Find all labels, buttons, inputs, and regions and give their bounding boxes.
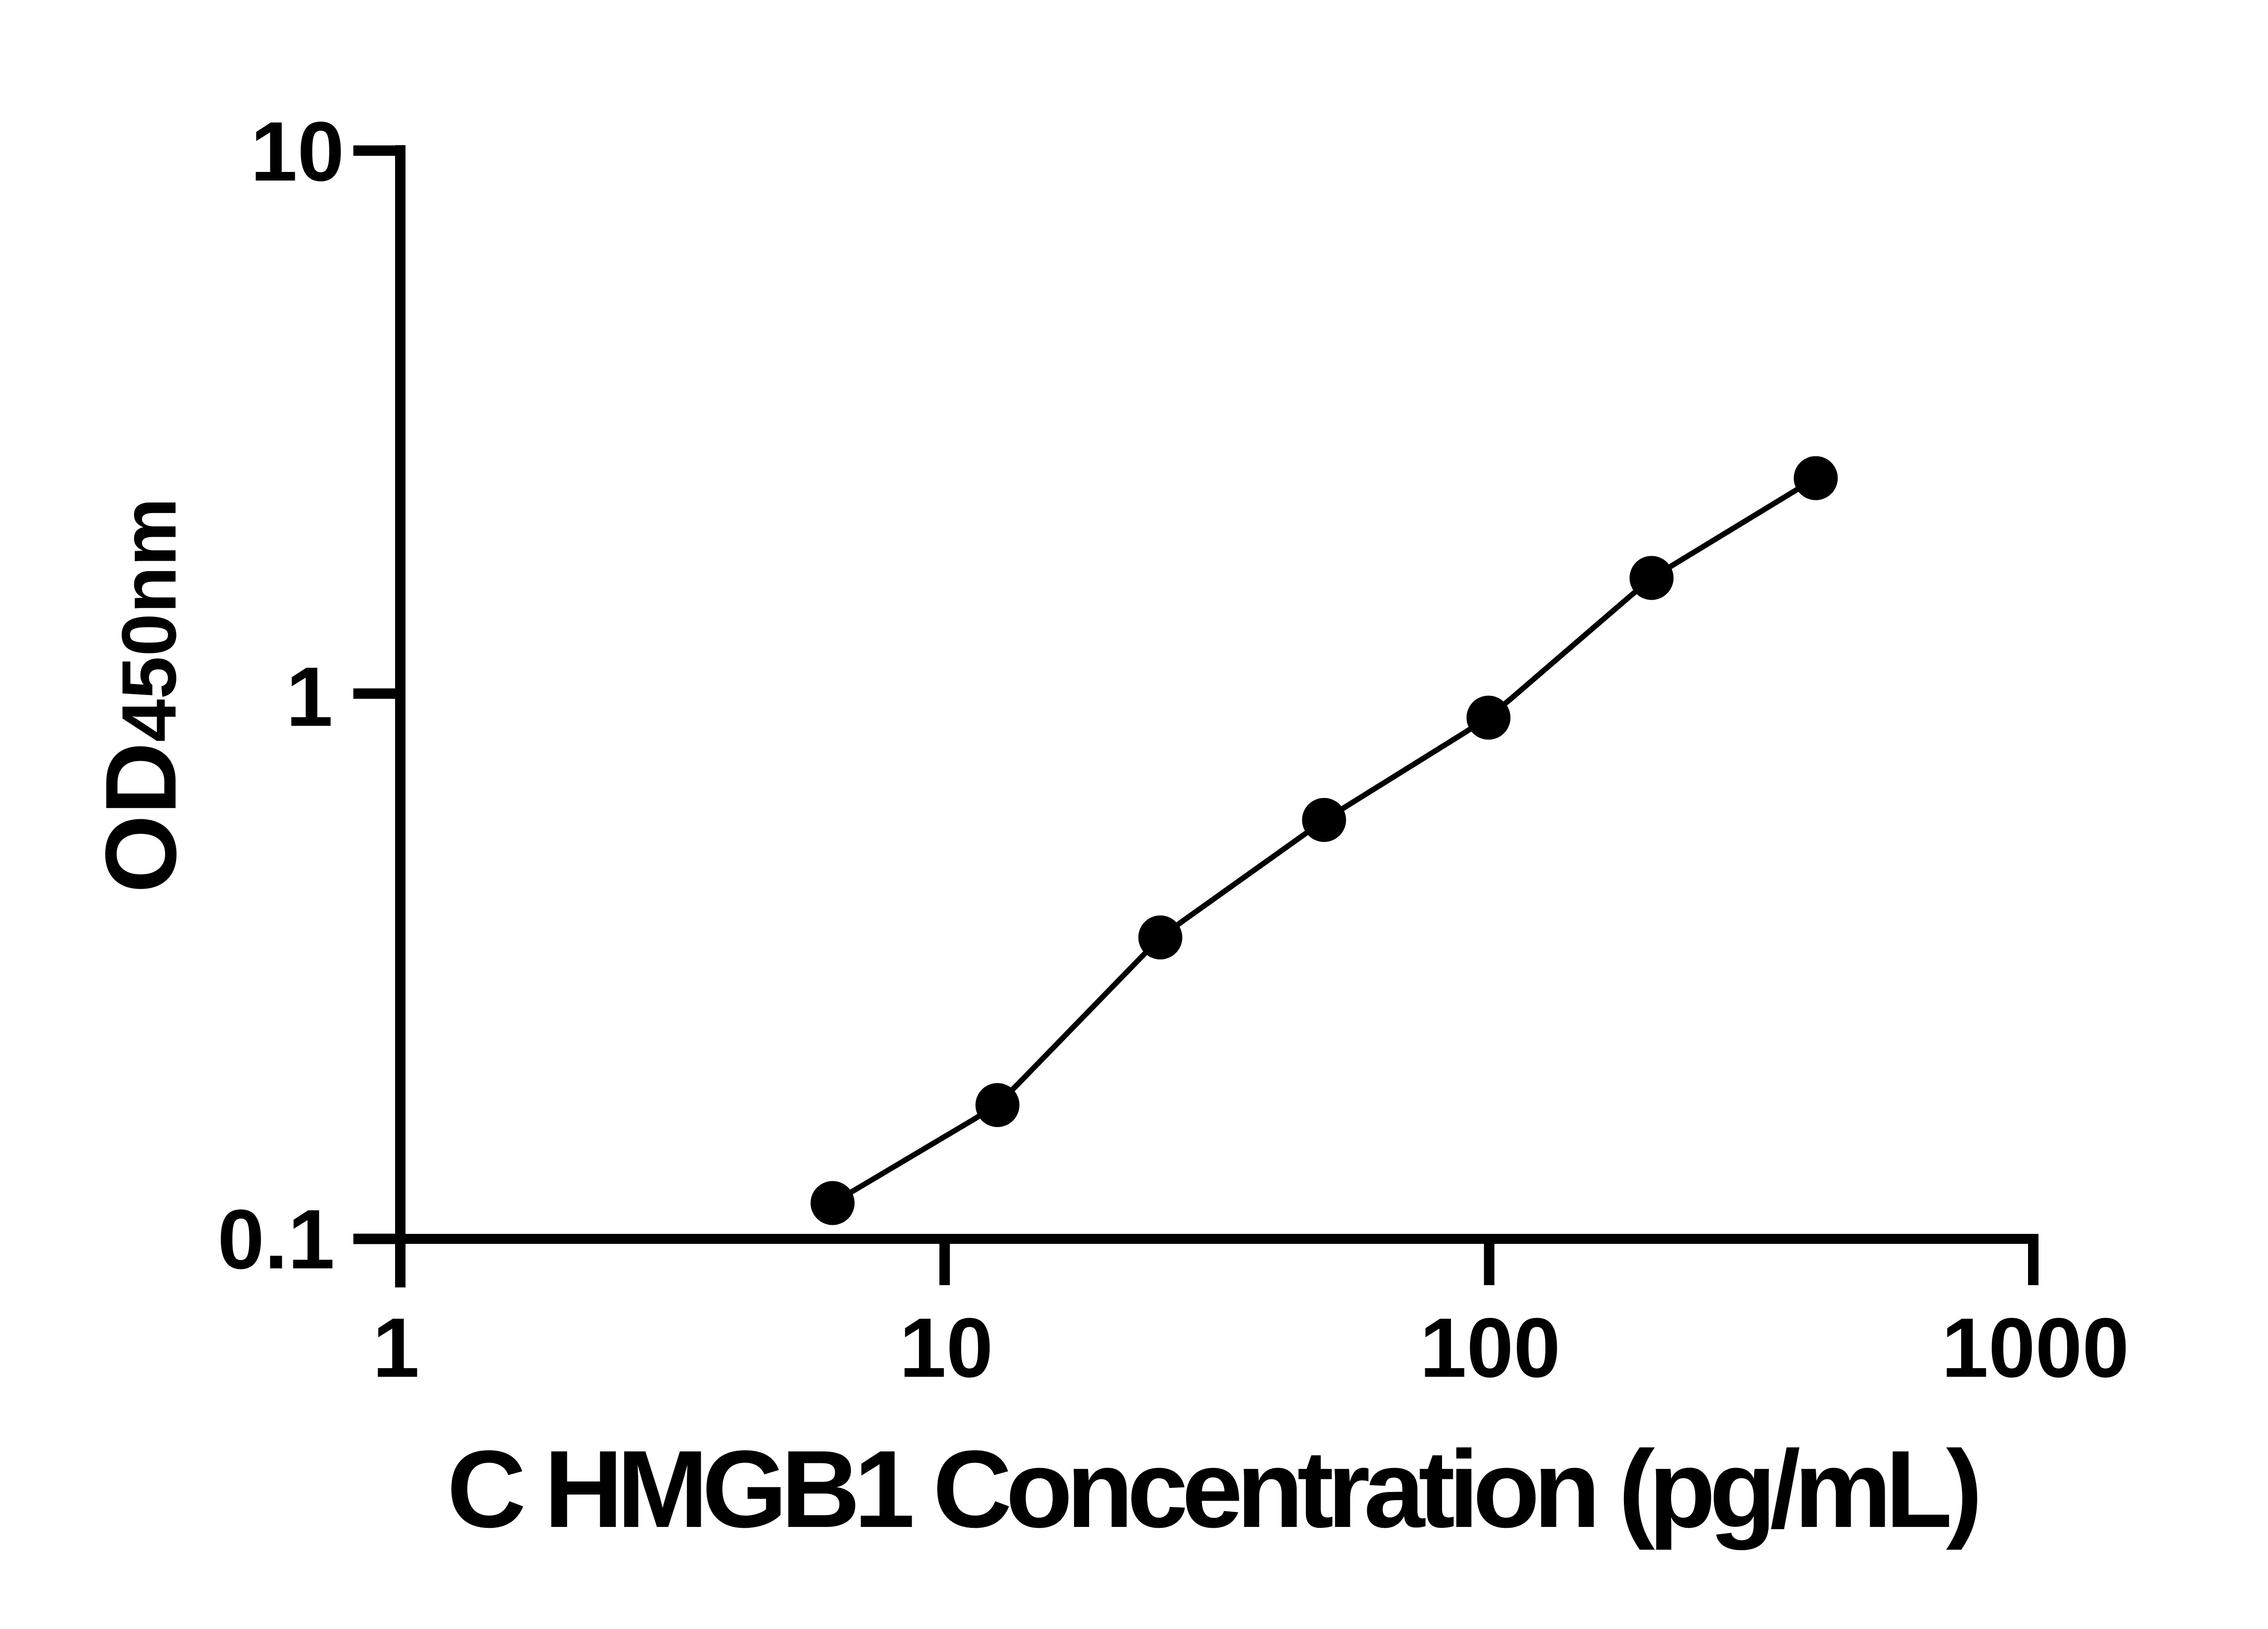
svg-text:OD450nm: OD450nm <box>85 498 197 893</box>
svg-text:0.1: 0.1 <box>217 1193 335 1287</box>
svg-text:C HMGB1 Concentration (pg/mL): C HMGB1 Concentration (pg/mL) <box>447 1428 1977 1551</box>
svg-text:1: 1 <box>286 650 333 744</box>
svg-text:10: 10 <box>250 105 344 199</box>
svg-text:1000: 1000 <box>1941 1301 2129 1395</box>
svg-text:10: 10 <box>899 1301 993 1395</box>
svg-text:1: 1 <box>372 1301 419 1395</box>
svg-text:100: 100 <box>1420 1301 1560 1395</box>
